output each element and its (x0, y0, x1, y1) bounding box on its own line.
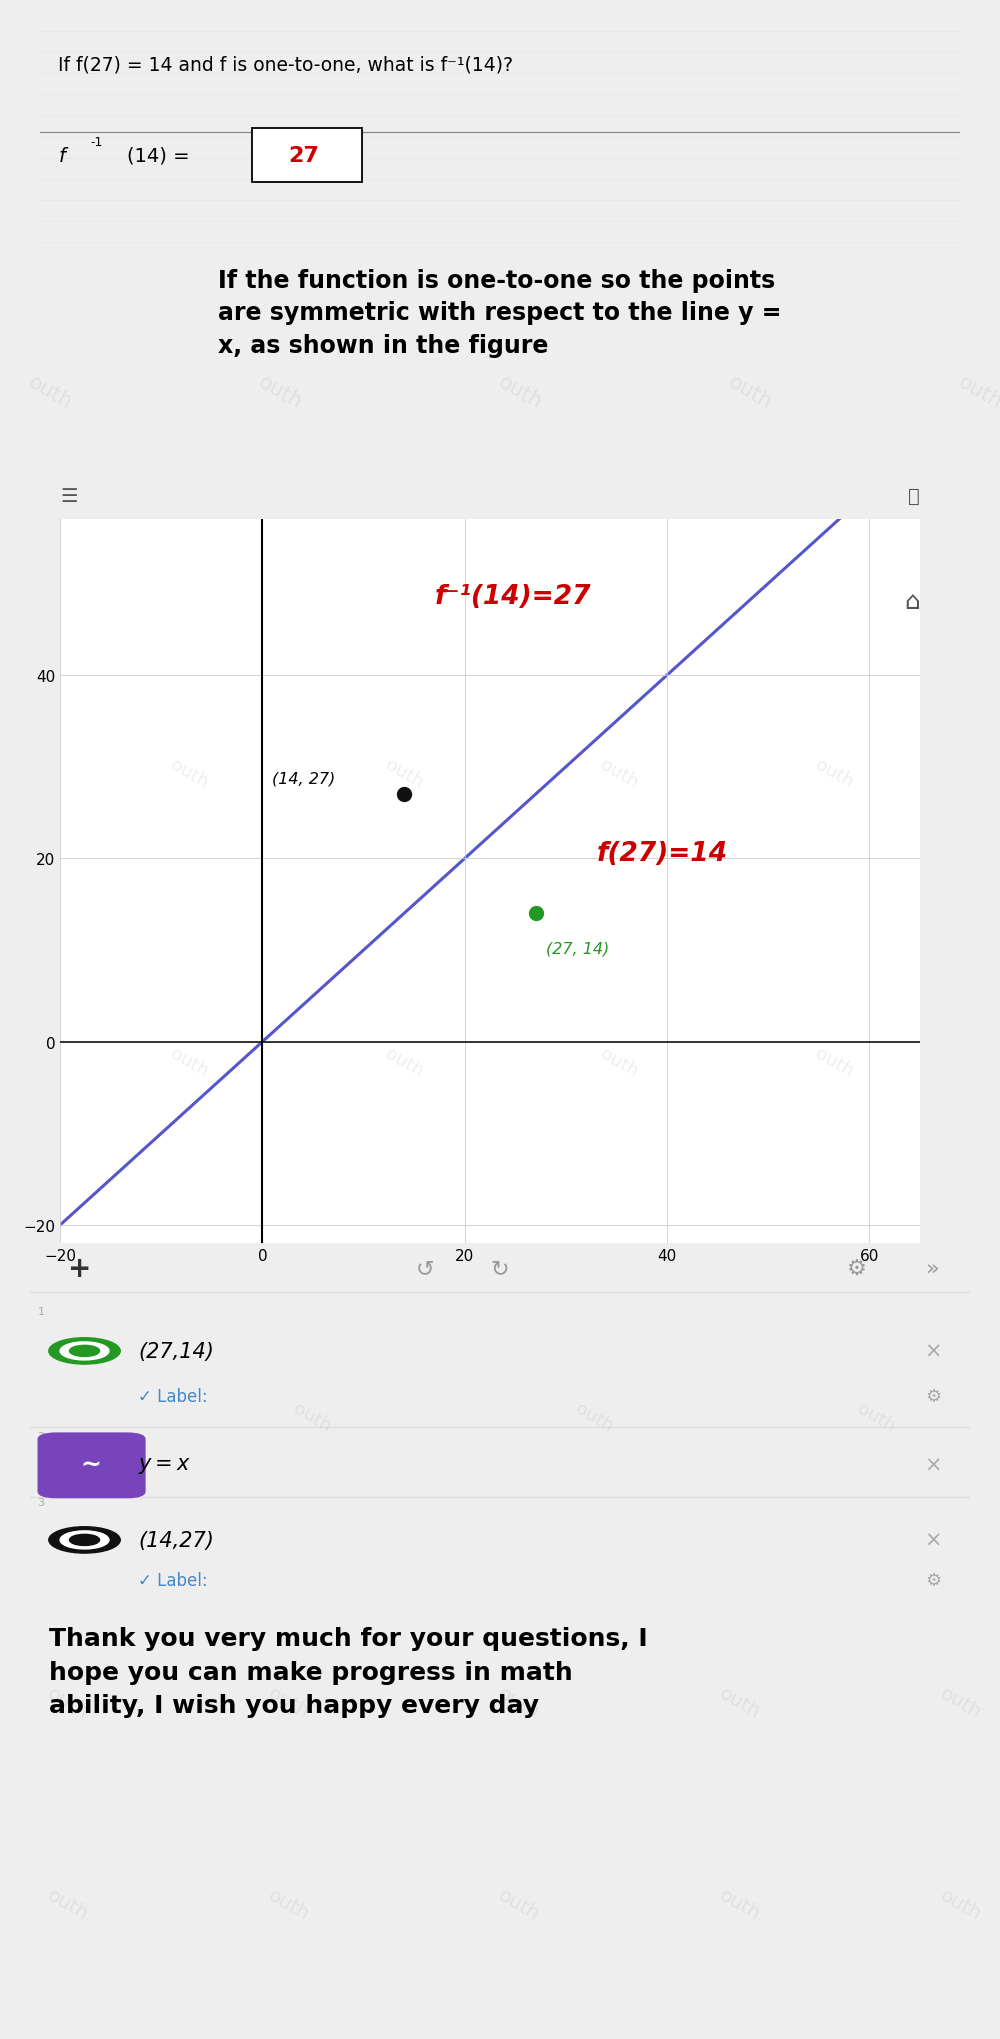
Text: outh: outh (597, 1044, 641, 1081)
Text: »: » (926, 1258, 939, 1278)
Text: outh: outh (44, 1684, 92, 1721)
Circle shape (60, 1531, 109, 1550)
Text: $y = x$: $y = x$ (138, 1456, 191, 1474)
Text: ⌂: ⌂ (904, 589, 920, 614)
Text: ↺: ↺ (415, 1258, 434, 1278)
FancyBboxPatch shape (38, 1433, 146, 1499)
Text: ↻: ↻ (491, 1258, 509, 1278)
Text: 🔧: 🔧 (908, 487, 920, 506)
Text: Thank you very much for your questions, I
hope you can make progress in math
abi: Thank you very much for your questions, … (49, 1627, 647, 1717)
Text: ✓ Label:: ✓ Label: (138, 1387, 208, 1405)
Circle shape (60, 1342, 109, 1360)
Text: outh: outh (854, 1399, 898, 1435)
Text: outh: outh (495, 371, 545, 414)
Text: f⁻¹(14)=27: f⁻¹(14)=27 (434, 583, 591, 610)
Text: outh: outh (495, 1886, 543, 1923)
Text: outh: outh (265, 1684, 313, 1721)
Text: (14) =: (14) = (127, 147, 196, 165)
Text: outh: outh (572, 1399, 616, 1435)
FancyBboxPatch shape (252, 128, 362, 184)
Text: (27,14): (27,14) (138, 1342, 214, 1362)
Text: ☰: ☰ (60, 487, 78, 506)
Text: ✓ Label:: ✓ Label: (138, 1570, 208, 1588)
Text: outh: outh (937, 1886, 985, 1923)
Text: outh: outh (716, 1886, 764, 1923)
Text: f(27)=14: f(27)=14 (596, 840, 727, 867)
Text: outh: outh (44, 1886, 92, 1923)
Text: +: + (68, 1254, 91, 1283)
Text: f: f (58, 147, 65, 165)
Text: ×: × (924, 1342, 942, 1362)
Text: outh: outh (382, 754, 426, 791)
Text: outh: outh (937, 1684, 985, 1721)
Text: outh: outh (265, 1886, 313, 1923)
Text: (14, 27): (14, 27) (272, 771, 336, 785)
Text: ×: × (924, 1529, 942, 1550)
Text: ×: × (924, 1456, 942, 1474)
Text: If f(27) = 14 and f is one-to-one, what is f⁻¹(14)?: If f(27) = 14 and f is one-to-one, what … (58, 55, 513, 75)
Text: ⚙: ⚙ (926, 1570, 942, 1588)
Text: outh: outh (495, 1684, 543, 1721)
Text: outh: outh (167, 1044, 211, 1081)
Text: If the function is one-to-one so the points
are symmetric with respect to the li: If the function is one-to-one so the poi… (218, 269, 782, 357)
Circle shape (69, 1346, 100, 1356)
Text: outh: outh (255, 371, 305, 414)
Text: outh: outh (290, 1399, 334, 1435)
Text: outh: outh (716, 1684, 764, 1721)
Text: outh: outh (812, 754, 856, 791)
Circle shape (49, 1527, 120, 1554)
Text: -1: -1 (91, 137, 103, 149)
Text: 27: 27 (288, 147, 319, 167)
Circle shape (69, 1535, 100, 1546)
Text: 2: 2 (38, 1431, 45, 1442)
Text: outh: outh (812, 1044, 856, 1081)
Text: outh: outh (167, 754, 211, 791)
Text: ⚙: ⚙ (926, 1387, 942, 1405)
Text: outh: outh (955, 371, 1000, 414)
Text: (27, 14): (27, 14) (546, 942, 609, 956)
Text: outh: outh (382, 1044, 426, 1081)
Text: ⚙: ⚙ (847, 1258, 867, 1278)
Text: (14,27): (14,27) (138, 1529, 214, 1550)
Text: 3: 3 (38, 1497, 45, 1507)
Circle shape (49, 1338, 120, 1364)
Text: ∼: ∼ (81, 1454, 102, 1476)
Text: outh: outh (725, 371, 775, 414)
Text: outh: outh (597, 754, 641, 791)
Text: outh: outh (25, 371, 75, 414)
Text: 1: 1 (38, 1307, 45, 1317)
